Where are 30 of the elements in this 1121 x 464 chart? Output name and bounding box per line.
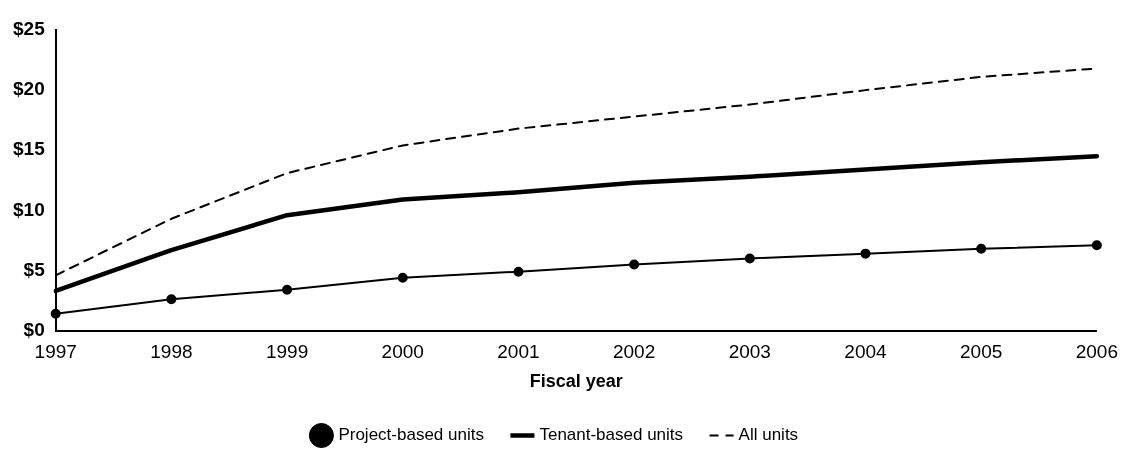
x-tick-label: 2005 (960, 341, 1003, 363)
x-tick-label: 2002 (612, 341, 656, 363)
x-tick-label: 2000 (381, 341, 424, 363)
point (397, 272, 408, 283)
point (513, 266, 524, 277)
x-axis-title: Fiscal year (529, 371, 623, 392)
x-tick-label: 2006 (1075, 341, 1119, 363)
point (976, 243, 987, 254)
point (860, 248, 871, 259)
x-tick-label: 1997 (34, 341, 77, 363)
legend-label: All units (738, 425, 799, 445)
point (1091, 240, 1102, 251)
y-tick-label: $10 (13, 198, 45, 220)
legend-label: Tenant-based units (539, 425, 684, 445)
y-tick-label: $5 (23, 258, 46, 280)
point (282, 284, 293, 295)
y-tick-label: $25 (13, 18, 46, 40)
x-tick-label: 1998 (150, 341, 193, 363)
point (50, 308, 61, 319)
x-tick-label: 1999 (265, 341, 309, 363)
point (744, 253, 755, 264)
y-tick-label: $15 (13, 138, 46, 160)
point (166, 294, 177, 305)
x-tick-label: 2003 (728, 341, 771, 363)
legend-label: Project-based units (338, 425, 484, 445)
x-tick-label: 2001 (497, 341, 540, 363)
y-tick-label: $20 (13, 78, 45, 100)
y-tick-label: $0 (23, 318, 45, 340)
x-tick-label: 2004 (844, 341, 888, 363)
point (629, 259, 640, 270)
